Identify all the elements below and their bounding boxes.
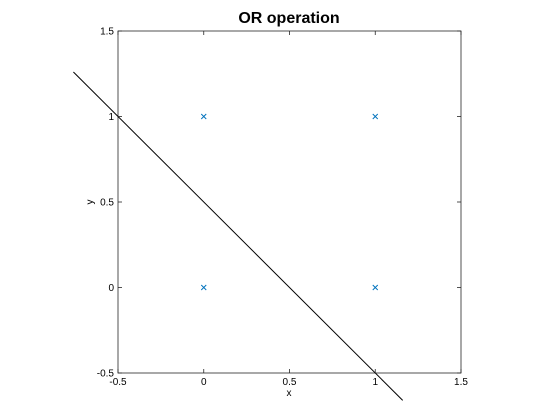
data-point-stroke: [200, 284, 207, 291]
data-point: [372, 284, 379, 291]
data-point: [200, 113, 207, 120]
chart-title: OR operation: [238, 10, 339, 27]
data-point: [200, 284, 207, 291]
x-tick-label: 0.5: [283, 377, 297, 388]
data-points: [200, 113, 379, 291]
data-point-stroke: [372, 284, 379, 291]
y-tick-label: -0.5: [97, 369, 115, 380]
y-tick-label: 0.5: [100, 198, 114, 209]
y-axis-label: y: [85, 200, 96, 205]
y-tick-label: 1.5: [100, 27, 114, 38]
x-tick-label: -0.5: [109, 377, 127, 388]
x-tick-label: 1.5: [454, 377, 468, 388]
x-tick-label: 0: [201, 377, 207, 388]
data-point-stroke: [372, 113, 379, 120]
x-axis-label: x: [287, 388, 292, 399]
y-axis-ticks: -0.5 0 0.5 1 1.5: [97, 27, 461, 380]
axes-box: [117, 30, 462, 374]
plot-area: [117, 30, 462, 374]
decision-boundary-line: [73, 71, 404, 401]
decision-line-layer: [73, 71, 404, 401]
y-tick-label: 0: [108, 283, 114, 294]
y-tick-label: 1: [108, 112, 114, 123]
x-axis-ticks: -0.5 0 0.5 1 1.5: [109, 31, 468, 388]
x-tick-label: 1: [372, 377, 378, 388]
data-point: [372, 113, 379, 120]
data-point-stroke: [200, 113, 207, 120]
